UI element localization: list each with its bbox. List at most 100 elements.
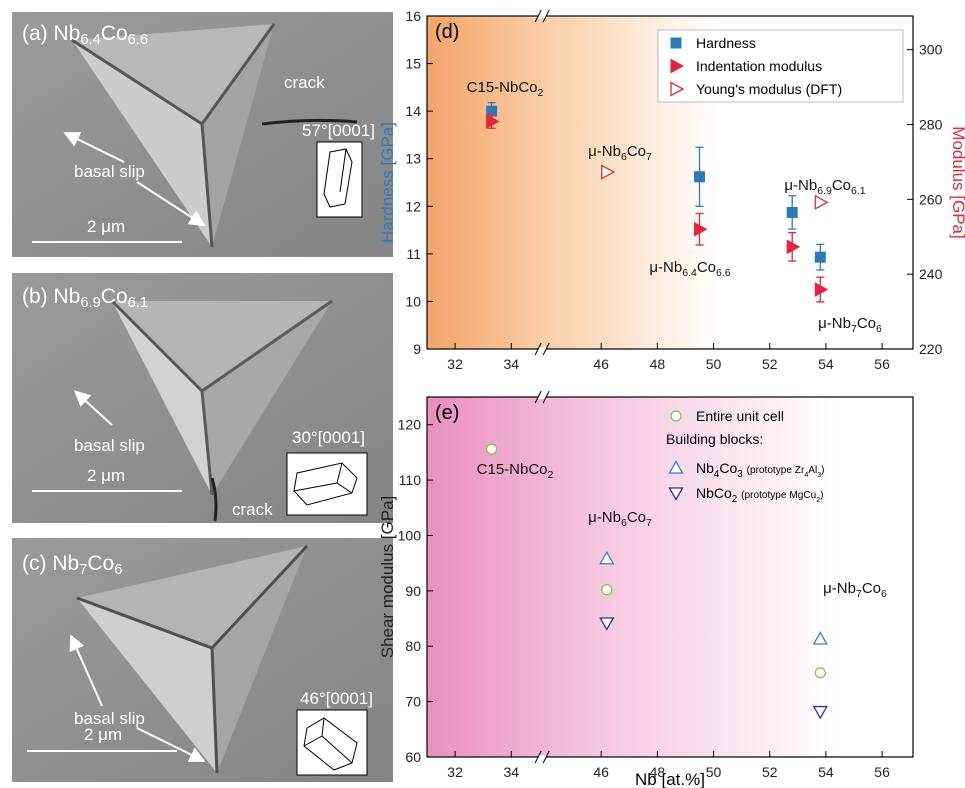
axis-break — [542, 750, 550, 764]
x-tick-label: 54 — [818, 356, 834, 372]
marker — [486, 114, 500, 129]
axis-break-gap — [538, 755, 547, 759]
panel-label: (d) — [435, 21, 459, 43]
crack-label: crack — [284, 73, 325, 92]
legend-label: NbCo2 (prototype MgCu2) — [696, 485, 823, 505]
x-tick-label: 34 — [503, 764, 519, 780]
y2-tick-label: 260 — [919, 191, 943, 207]
marker — [599, 550, 615, 565]
slip-label: basal slip — [74, 709, 145, 728]
legend-marker — [668, 487, 684, 501]
marker — [485, 443, 498, 455]
indent-face — [72, 24, 274, 124]
y-tick-label: 110 — [399, 472, 422, 488]
crystal-inset — [296, 709, 368, 776]
crystal-inset — [316, 141, 363, 218]
scale-label: 2 μm — [84, 725, 122, 744]
orientation-label: 30°[0001] — [292, 428, 365, 447]
y-tick-label: 16 — [405, 8, 421, 24]
axis-break-gap — [538, 395, 547, 399]
marker — [814, 251, 826, 263]
arrow — [69, 634, 103, 707]
annotation: μ-Nb6.9Co6.1 — [784, 177, 865, 197]
sem-panel: (c) Nb7Co6 basal slip 46°[0001] 2 μm — [12, 538, 393, 782]
marker — [786, 239, 801, 255]
y-tick-label: 13 — [405, 151, 421, 167]
legend-box — [657, 29, 904, 103]
orientation-label: 57°[0001] — [302, 121, 375, 140]
crack-line — [210, 477, 218, 522]
crystal-sketch — [303, 717, 358, 771]
axis-break — [534, 750, 542, 764]
x-tick-label: 32 — [447, 764, 463, 780]
indent-face — [202, 24, 274, 247]
indent-edge — [110, 299, 333, 496]
legend-marker — [670, 58, 685, 74]
y-tick-label: 11 — [406, 246, 421, 262]
slip-label: basal slip — [74, 436, 145, 455]
y-tick-label: 120 — [398, 417, 422, 433]
y-tick-label: 12 — [405, 198, 421, 214]
marker — [599, 617, 615, 631]
marker — [601, 584, 613, 596]
y-tick-label: 100 — [398, 527, 422, 543]
axis-break — [542, 9, 550, 23]
axis-break — [534, 9, 542, 23]
y2-tick-label: 220 — [919, 341, 943, 357]
annotation: μ-Nb7Co6 — [823, 580, 887, 600]
marker — [693, 221, 708, 237]
y-axis-label: Shear modulus [GPa] — [378, 496, 397, 659]
x-tick-label: 48 — [650, 764, 666, 780]
panel-label: (b) Nb6.9Co6.1 — [22, 285, 148, 311]
y-tick-label: 15 — [405, 56, 421, 72]
indent-face — [77, 598, 217, 773]
x-tick-label: 46 — [593, 356, 609, 372]
marker — [812, 705, 828, 720]
panel-label: (a) Nb6.4Co6.6 — [22, 22, 148, 48]
axis-break — [534, 342, 542, 356]
marker — [814, 282, 829, 297]
arrow — [136, 181, 206, 227]
y-tick-label: 14 — [405, 103, 421, 119]
marker — [814, 667, 826, 679]
arrow — [74, 390, 113, 426]
x-tick-label: 50 — [706, 356, 722, 372]
scale-label: 2 μm — [87, 466, 125, 485]
axis-break-gap — [538, 347, 547, 351]
axis-break — [542, 342, 550, 356]
sem-panel: (a) Nb6.4Co6.6 crack basal slip 57°[0001… — [12, 12, 393, 257]
x-tick-label: 34 — [503, 356, 519, 372]
x-tick-label: 48 — [650, 356, 666, 372]
indent-face — [112, 301, 332, 391]
panel-label: (c) Nb7Co6 — [22, 552, 122, 578]
x-tick-label: 46 — [593, 764, 609, 780]
legend-marker — [670, 81, 685, 97]
indent-edge — [71, 23, 276, 248]
scale-label: 2 μm — [87, 217, 125, 236]
legend-note: Building blocks: — [666, 431, 763, 447]
annotation: C15-NbCo2 — [477, 461, 554, 481]
indent-face — [112, 301, 212, 495]
y2-axis-label: Modulus [GPa] — [949, 126, 965, 238]
legend-marker — [670, 37, 682, 49]
panel-label: (e) — [435, 402, 459, 424]
arrow — [63, 132, 125, 163]
y-tick-label: 90 — [405, 583, 421, 599]
y-tick-label: 9 — [413, 341, 421, 357]
marker — [814, 194, 829, 210]
crystal-sketch — [323, 148, 353, 208]
annotation: μ-Nb6Co7 — [588, 143, 652, 163]
legend-marker — [670, 410, 682, 422]
y2-tick-label: 300 — [919, 42, 943, 58]
legend-label: Hardness — [696, 35, 756, 51]
indent-face — [202, 301, 332, 495]
crystal-sketch — [293, 462, 358, 506]
indent-face — [72, 40, 212, 247]
y-tick-label: 60 — [405, 749, 421, 765]
x-tick-label: 52 — [762, 764, 778, 780]
orientation-label: 46°[0001] — [300, 689, 373, 708]
axis-break — [542, 390, 550, 404]
x-tick-label: 32 — [447, 356, 463, 372]
annotation: μ-Nb6Co7 — [588, 509, 652, 529]
